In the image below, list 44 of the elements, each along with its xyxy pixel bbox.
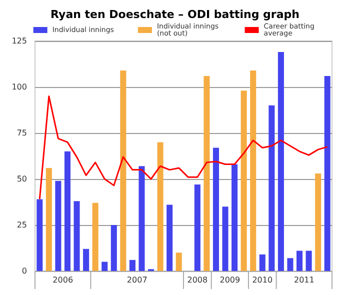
bar bbox=[306, 250, 312, 271]
y-tick-label: 50 bbox=[16, 174, 27, 184]
bar bbox=[212, 148, 219, 271]
bar bbox=[83, 248, 90, 271]
bar bbox=[268, 105, 275, 271]
y-tick-label: 25 bbox=[16, 220, 27, 230]
bar bbox=[324, 76, 330, 271]
bar bbox=[240, 90, 247, 271]
bar bbox=[46, 168, 52, 271]
bar bbox=[129, 260, 136, 271]
text: 2008 bbox=[187, 276, 208, 284]
line-series bbox=[38, 95, 328, 200]
bar bbox=[92, 202, 98, 271]
bar bbox=[166, 204, 173, 271]
chart-title: Ryan ten Doeschate – ODI batting graph bbox=[50, 8, 300, 21]
bar bbox=[55, 180, 62, 271]
bar bbox=[296, 250, 303, 271]
text: 2006 bbox=[52, 276, 74, 284]
bar bbox=[110, 225, 117, 271]
bar bbox=[194, 184, 200, 271]
y-tick-label: 125 bbox=[12, 36, 27, 46]
bar bbox=[176, 252, 182, 271]
text: 2011 bbox=[294, 276, 314, 284]
bar bbox=[157, 142, 164, 271]
bar bbox=[204, 76, 210, 271]
bar bbox=[74, 201, 80, 271]
bar bbox=[102, 262, 108, 271]
bar bbox=[222, 206, 228, 271]
bar bbox=[36, 199, 43, 271]
text: 2010 bbox=[252, 276, 273, 284]
y-tick-label: 0 bbox=[22, 266, 27, 276]
bar bbox=[250, 70, 256, 271]
bar bbox=[232, 164, 238, 271]
bar bbox=[138, 166, 145, 271]
y-tick-label: 100 bbox=[12, 82, 27, 92]
bar bbox=[120, 70, 126, 271]
text: 2007 bbox=[126, 276, 148, 284]
bar bbox=[259, 254, 266, 271]
bar bbox=[64, 151, 70, 271]
bar bbox=[278, 52, 284, 271]
bar bbox=[287, 258, 294, 271]
bar bbox=[315, 173, 322, 271]
text: 2009 bbox=[220, 276, 240, 284]
y-tick-label: 75 bbox=[16, 128, 27, 138]
